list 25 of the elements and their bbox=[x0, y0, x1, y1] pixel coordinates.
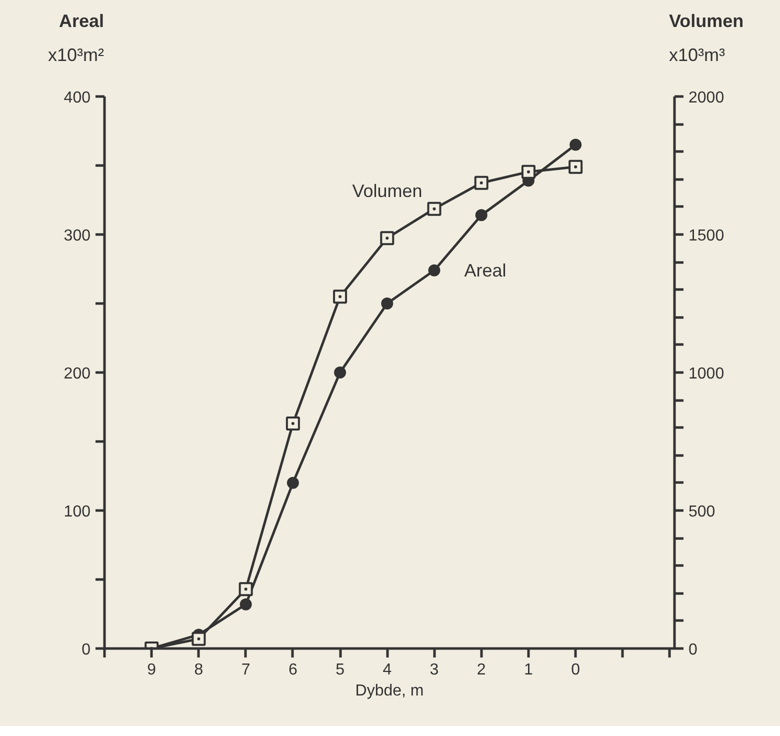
y2-tick-label: 0 bbox=[688, 642, 698, 658]
series-label: Volumen bbox=[352, 180, 422, 201]
x-tick-label: 6 bbox=[288, 662, 298, 678]
x-tick-label: 1 bbox=[524, 662, 534, 678]
x-tick-label: 3 bbox=[430, 662, 439, 678]
x-axis-title: Dybde, m bbox=[355, 682, 424, 700]
x-tick-label: 4 bbox=[382, 662, 392, 678]
y-tick-label: 400 bbox=[64, 90, 91, 106]
y-tick-label: 0 bbox=[82, 642, 91, 658]
series-label: Areal bbox=[464, 260, 506, 280]
y2-tick-label: 1500 bbox=[688, 228, 724, 244]
y2-tick-label: 500 bbox=[688, 504, 716, 520]
y-tick-label: 300 bbox=[64, 228, 91, 244]
y2-tick-label: 1000 bbox=[688, 366, 724, 382]
x-tick-label: 7 bbox=[241, 662, 250, 678]
y-tick-label: 100 bbox=[64, 504, 91, 520]
x-tick-label: 9 bbox=[147, 662, 156, 678]
y-tick-label: 200 bbox=[64, 366, 91, 382]
x-tick-label: 8 bbox=[194, 662, 204, 678]
x-tick-label: 5 bbox=[336, 662, 345, 678]
y2-axis-title: Volumen x10³m³ bbox=[669, 10, 744, 67]
y2-tick-label: 2000 bbox=[688, 90, 724, 106]
y-axis-title: Areal x10³m² bbox=[48, 10, 104, 67]
x-tick-label: 0 bbox=[571, 662, 580, 678]
x-tick-label: 2 bbox=[476, 662, 486, 678]
